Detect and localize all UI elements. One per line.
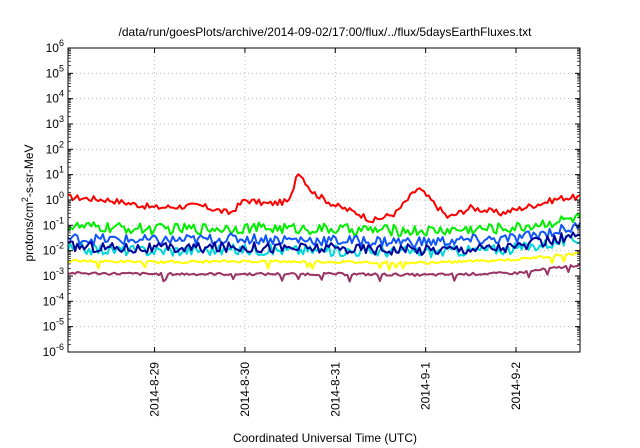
x-tick-label: 2014-9-2 (509, 362, 523, 410)
series-layer (67, 173, 581, 283)
series-line (67, 262, 581, 283)
y-tick-label: 10-5 (43, 317, 64, 334)
y-tick-label: 103 (46, 114, 64, 131)
x-axis-label: Coordinated Universal Time (UTC) (233, 431, 417, 445)
x-tick-label: 2014-9-1 (419, 362, 433, 410)
y-tick-label: 101 (46, 165, 64, 182)
y-tick-label: 105 (46, 63, 64, 80)
y-tick-label: 10-6 (43, 342, 64, 359)
y-tick-label: 10-1 (43, 215, 64, 232)
y-tick-label: 10-4 (43, 291, 64, 308)
series-line (67, 222, 581, 249)
x-ticks: 2014-8-29 2014-8-30 2014-8-31 2014-9-1 2014-… (148, 48, 523, 417)
y-tick-label: 104 (46, 89, 64, 106)
x-tick-label: 2014-8-29 (148, 362, 162, 417)
y-tick-label: 10-2 (43, 241, 64, 258)
series-line (68, 173, 581, 224)
x-tick-label: 2014-8-31 (328, 362, 342, 417)
series-line (67, 250, 581, 271)
series-line (67, 231, 581, 257)
y-tick-label: 102 (46, 139, 64, 156)
y-axis-label: protons/cm2-s-sr-MeV (20, 144, 36, 261)
chart-title: /data/run/goesPlots/archive/2014-09-02/1… (119, 25, 533, 39)
y-tick-label: 106 (46, 38, 64, 55)
y-ticks: 10-6 10-5 10-4 10-3 10-2 10-1 100 101 102 103 104 1… (43, 38, 580, 359)
y-tick-label: 10-3 (43, 266, 64, 283)
y-tick-label: 100 (46, 190, 64, 207)
x-tick-label: 2014-8-30 (238, 362, 252, 417)
series-line (67, 212, 581, 237)
